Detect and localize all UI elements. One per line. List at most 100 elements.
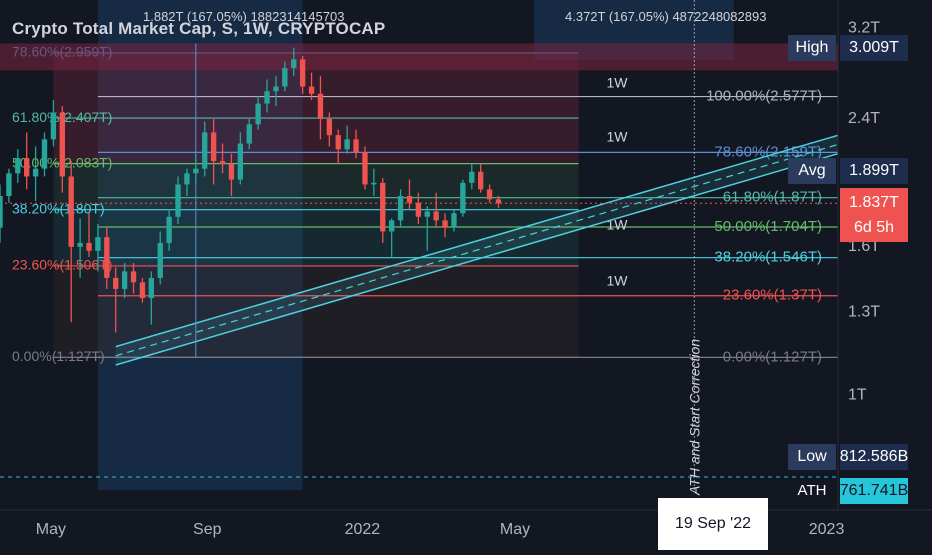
fib-level-label: 0.00%(1.127T) — [723, 348, 822, 365]
candle-body — [121, 271, 128, 289]
time-tick-label: 2023 — [809, 521, 845, 538]
candle-body — [486, 189, 493, 200]
fib-band — [0, 43, 838, 71]
price-tag-label: High — [796, 39, 829, 56]
price-tag-value: 1.899T — [849, 162, 899, 179]
candle-body — [0, 195, 3, 228]
ath-tag-label: ATH — [798, 482, 827, 499]
price-tag-value-bg — [840, 444, 908, 470]
price-tag-label-bg — [788, 444, 836, 470]
candle-body — [299, 59, 306, 87]
fib-band — [53, 265, 579, 358]
fib-band — [53, 163, 579, 210]
price-tag: Low 812.586B — [788, 444, 908, 470]
ath-tag-value-bg — [840, 478, 908, 504]
ath-tag-label-bg — [788, 478, 836, 504]
candle-body — [380, 182, 386, 232]
candle-body — [451, 213, 457, 228]
crosshair-date-label: 19 Sep '22 — [658, 498, 768, 550]
last-price-value: 1.837T — [849, 194, 899, 211]
candle-body — [282, 68, 288, 87]
fib-level-label: 38.20%(1.80T) — [12, 200, 105, 216]
candle-body — [495, 199, 502, 204]
price-tag-label-bg — [788, 158, 836, 184]
candle-body — [24, 158, 30, 177]
channel-lower-line — [115, 152, 839, 366]
chart-title: Crypto Total Market Cap, S, 1W, CRYPTOCA… — [12, 19, 386, 38]
candle-body — [237, 143, 244, 180]
candle-body — [15, 158, 21, 174]
fib-band — [53, 118, 579, 164]
candle-body — [210, 132, 217, 162]
candle-body — [50, 112, 57, 140]
date-range-highlight — [97, 0, 303, 490]
candle-body — [175, 184, 181, 217]
candle-body — [139, 282, 146, 299]
candle-body — [335, 135, 341, 150]
candle-body — [460, 182, 466, 214]
candle-body — [317, 93, 324, 119]
candle-body — [6, 173, 12, 196]
candle-body — [308, 86, 315, 94]
channel-midline — [115, 143, 839, 357]
candle-body — [291, 59, 297, 69]
price-tick-label: 1.3T — [848, 304, 880, 321]
channel-upper-line — [115, 134, 839, 348]
fib-interval-label: 1W — [607, 273, 629, 289]
fib-level-label: 0.00%(1.127T) — [12, 348, 105, 364]
candle-body — [478, 171, 484, 190]
price-tag-value-bg — [840, 158, 908, 184]
candle-body — [442, 220, 448, 228]
last-price-tag — [840, 188, 908, 242]
candle-body — [130, 271, 137, 283]
fib-level-label: 23.60%(1.37T) — [723, 287, 822, 304]
price-tick-label: 1.6T — [848, 238, 880, 255]
fib-interval-label: 1W — [607, 129, 629, 145]
candle-body — [77, 242, 83, 247]
candle-body — [415, 202, 422, 217]
ath-annotation-text: ATH and Start Correction — [686, 339, 702, 496]
price-tick-label: 2.4T — [848, 110, 880, 127]
candle-body — [371, 182, 377, 185]
price-tick-label: 1T — [848, 386, 867, 403]
candle-body — [469, 171, 475, 183]
price-tag: High 3.009T — [788, 35, 908, 61]
time-axis — [0, 510, 932, 550]
candle-body — [148, 277, 154, 299]
price-tick-label: 3.2T — [848, 19, 880, 36]
candle-body — [193, 168, 199, 174]
fib-interval-label: 1W — [607, 75, 629, 91]
time-tick-label: May — [36, 521, 66, 538]
candle-body — [95, 237, 101, 251]
candle-body — [219, 161, 226, 165]
time-tick-label: Sep — [193, 521, 222, 538]
candle-body — [166, 216, 172, 243]
time-tick-label: May — [500, 521, 530, 538]
candle-body — [397, 195, 404, 221]
candle-body — [202, 132, 208, 169]
candle-body — [157, 242, 163, 278]
candle-body — [353, 139, 359, 153]
price-tag-label: Low — [797, 448, 827, 465]
candle-body — [406, 195, 413, 203]
candle-body — [59, 112, 65, 177]
candle-body — [113, 277, 119, 289]
measure-label: 1.882T (167.05%) 1882314145703 — [143, 9, 345, 24]
candle-body — [246, 124, 252, 144]
last-price-countdown: 6d 5h — [854, 219, 894, 236]
price-tag-label: Avg — [798, 162, 825, 179]
price-tag: Avg 1.899T — [788, 158, 908, 184]
candle-body — [68, 176, 74, 247]
candle-body — [362, 152, 368, 185]
price-tag-value: 3.009T — [849, 39, 899, 56]
candle-body — [104, 237, 110, 278]
candle-body — [344, 139, 350, 150]
candle-body — [86, 242, 92, 251]
candle-body — [388, 220, 395, 232]
candle-body — [228, 164, 235, 180]
price-tag-value: 812.586B — [840, 448, 909, 465]
fib-level-label: 38.20%(1.546T) — [714, 249, 822, 266]
candle-body — [433, 211, 439, 221]
